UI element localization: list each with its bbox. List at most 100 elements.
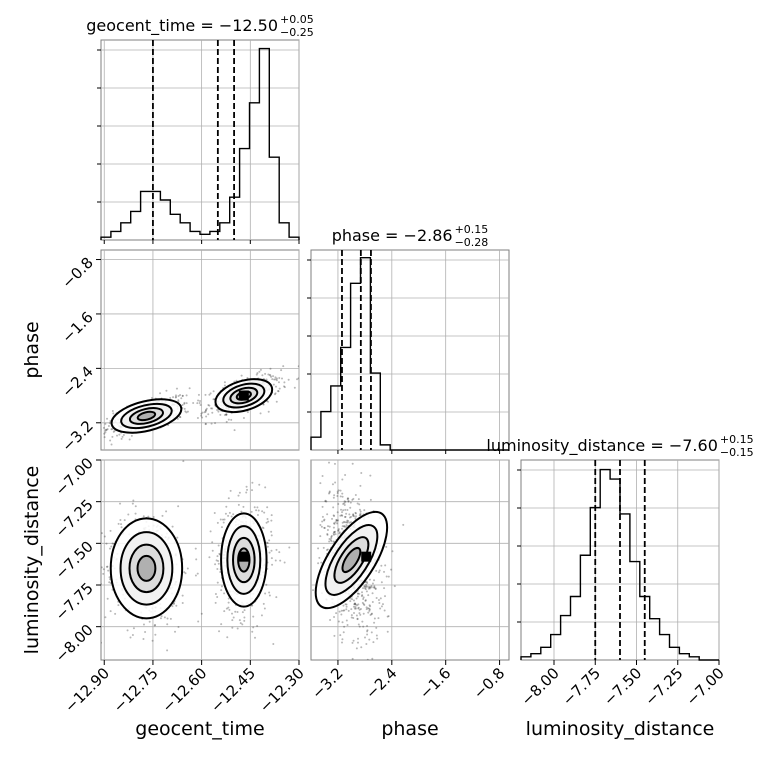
sample-point	[340, 609, 343, 612]
x-tick-label-geocent_time: −12.75	[110, 664, 162, 716]
sample-point	[227, 597, 230, 600]
sample-point	[337, 519, 340, 522]
sample-point	[326, 548, 329, 551]
sample-point	[341, 621, 344, 624]
sample-point	[383, 587, 386, 590]
hist-title-geocent_time: geocent_time = −12.50 +0.05−0.25	[86, 13, 314, 39]
sample-point	[205, 415, 208, 418]
sample-point	[348, 521, 351, 524]
sample-point	[200, 412, 203, 415]
sample-point	[166, 617, 169, 620]
sample-point	[113, 429, 116, 432]
sample-point	[185, 411, 188, 414]
sample-point	[342, 604, 345, 607]
density-contour-2	[333, 536, 370, 584]
sample-point	[363, 585, 366, 588]
sample-point	[359, 510, 362, 513]
y-tick-label-luminosity_distance: −8.00	[52, 621, 97, 666]
sample-point	[243, 609, 246, 612]
sample-point	[257, 509, 260, 512]
sample-point	[116, 434, 119, 437]
sample-point	[390, 568, 393, 571]
sample-point	[319, 523, 322, 526]
sample-point	[391, 550, 394, 553]
sample-point	[368, 607, 371, 610]
sample-point	[343, 504, 346, 507]
sample-point	[384, 564, 387, 567]
sample-point	[344, 515, 347, 518]
sample-point	[150, 397, 153, 400]
sample-point	[183, 401, 186, 404]
sample-point	[362, 612, 365, 615]
sample-point	[236, 627, 239, 630]
sample-point	[387, 615, 390, 618]
sample-point	[210, 422, 213, 425]
sample-point	[362, 598, 365, 601]
sample-point	[370, 612, 373, 615]
sample-point	[322, 546, 325, 549]
sample-point	[201, 416, 204, 419]
sample-point	[365, 606, 368, 609]
sample-point	[114, 612, 117, 615]
sample-point	[112, 430, 115, 433]
sample-point	[227, 497, 230, 500]
sample-point	[349, 506, 352, 509]
sample-point	[265, 521, 268, 524]
sample-point	[216, 567, 219, 570]
sample-point	[225, 607, 228, 610]
sample-point	[377, 598, 380, 601]
sample-point	[219, 518, 222, 521]
sample-point	[267, 373, 270, 376]
sample-point	[230, 515, 233, 518]
sample-point	[243, 619, 246, 622]
sample-point	[355, 647, 358, 650]
sample-point	[338, 532, 341, 535]
sample-point	[210, 407, 213, 410]
density-fill-3	[137, 555, 156, 581]
sample-point	[267, 400, 270, 403]
sample-point	[209, 530, 212, 533]
sample-point	[183, 407, 186, 410]
sample-point	[84, 576, 86, 578]
sample-point	[270, 519, 273, 522]
sample-point	[377, 571, 380, 574]
sample-point	[357, 607, 360, 610]
sample-point	[220, 585, 223, 588]
sample-point	[371, 592, 374, 595]
density-contour-3	[341, 546, 362, 574]
sample-point	[231, 626, 234, 629]
sample-point	[227, 418, 230, 421]
sample-point	[305, 509, 307, 511]
sample-point	[119, 518, 122, 521]
sample-point	[272, 375, 275, 378]
sample-point	[201, 411, 204, 414]
sample-point	[104, 422, 107, 425]
sample-point	[368, 578, 371, 581]
hist-title-upper: +0.05	[280, 13, 314, 26]
sample-point	[265, 541, 268, 544]
sample-point	[378, 569, 381, 572]
sample-point	[288, 546, 291, 549]
sample-point	[359, 514, 362, 517]
sample-point	[223, 414, 226, 417]
sample-point	[330, 537, 333, 540]
sample-point	[333, 616, 336, 619]
sample-point	[214, 601, 217, 604]
sample-point	[341, 521, 344, 524]
sample-point	[358, 608, 361, 611]
sample-point	[341, 514, 344, 517]
sample-point	[214, 593, 217, 596]
sample-point	[154, 633, 157, 636]
sample-point	[352, 513, 355, 516]
sample-point	[338, 531, 341, 534]
sample-point	[215, 559, 218, 562]
sample-point	[352, 514, 355, 517]
sample-point	[352, 605, 355, 608]
sample-point	[225, 413, 228, 416]
sample-point	[234, 610, 237, 613]
sample-point	[383, 609, 386, 612]
sample-point	[329, 619, 332, 622]
sample-point	[216, 581, 219, 584]
sample-point	[373, 617, 376, 620]
sample-point	[271, 563, 274, 566]
